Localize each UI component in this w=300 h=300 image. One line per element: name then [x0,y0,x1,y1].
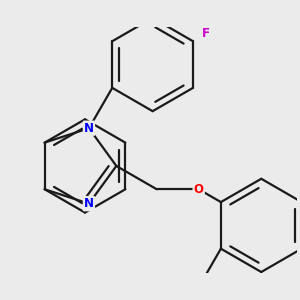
Text: N: N [84,197,94,210]
Text: F: F [202,27,210,40]
Text: N: N [84,122,94,135]
Text: O: O [194,183,204,196]
